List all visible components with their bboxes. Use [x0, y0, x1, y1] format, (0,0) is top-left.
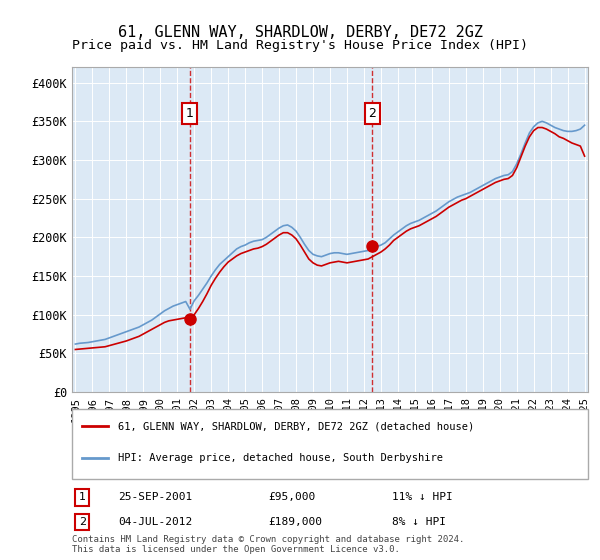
- Text: 04-JUL-2012: 04-JUL-2012: [118, 517, 193, 527]
- Text: 2: 2: [79, 517, 86, 527]
- Text: 61, GLENN WAY, SHARDLOW, DERBY, DE72 2GZ: 61, GLENN WAY, SHARDLOW, DERBY, DE72 2GZ: [118, 25, 482, 40]
- Text: HPI: Average price, detached house, South Derbyshire: HPI: Average price, detached house, Sout…: [118, 453, 443, 463]
- Text: 1: 1: [79, 492, 86, 502]
- Text: 1: 1: [185, 107, 194, 120]
- Text: Contains HM Land Registry data © Crown copyright and database right 2024.
This d: Contains HM Land Registry data © Crown c…: [72, 535, 464, 554]
- Text: £189,000: £189,000: [268, 517, 322, 527]
- Text: 8% ↓ HPI: 8% ↓ HPI: [392, 517, 446, 527]
- Text: 2: 2: [368, 107, 376, 120]
- Text: Price paid vs. HM Land Registry's House Price Index (HPI): Price paid vs. HM Land Registry's House …: [72, 39, 528, 52]
- Text: 11% ↓ HPI: 11% ↓ HPI: [392, 492, 452, 502]
- Text: 25-SEP-2001: 25-SEP-2001: [118, 492, 193, 502]
- FancyBboxPatch shape: [72, 409, 588, 479]
- Text: £95,000: £95,000: [268, 492, 316, 502]
- Text: 61, GLENN WAY, SHARDLOW, DERBY, DE72 2GZ (detached house): 61, GLENN WAY, SHARDLOW, DERBY, DE72 2GZ…: [118, 421, 475, 431]
